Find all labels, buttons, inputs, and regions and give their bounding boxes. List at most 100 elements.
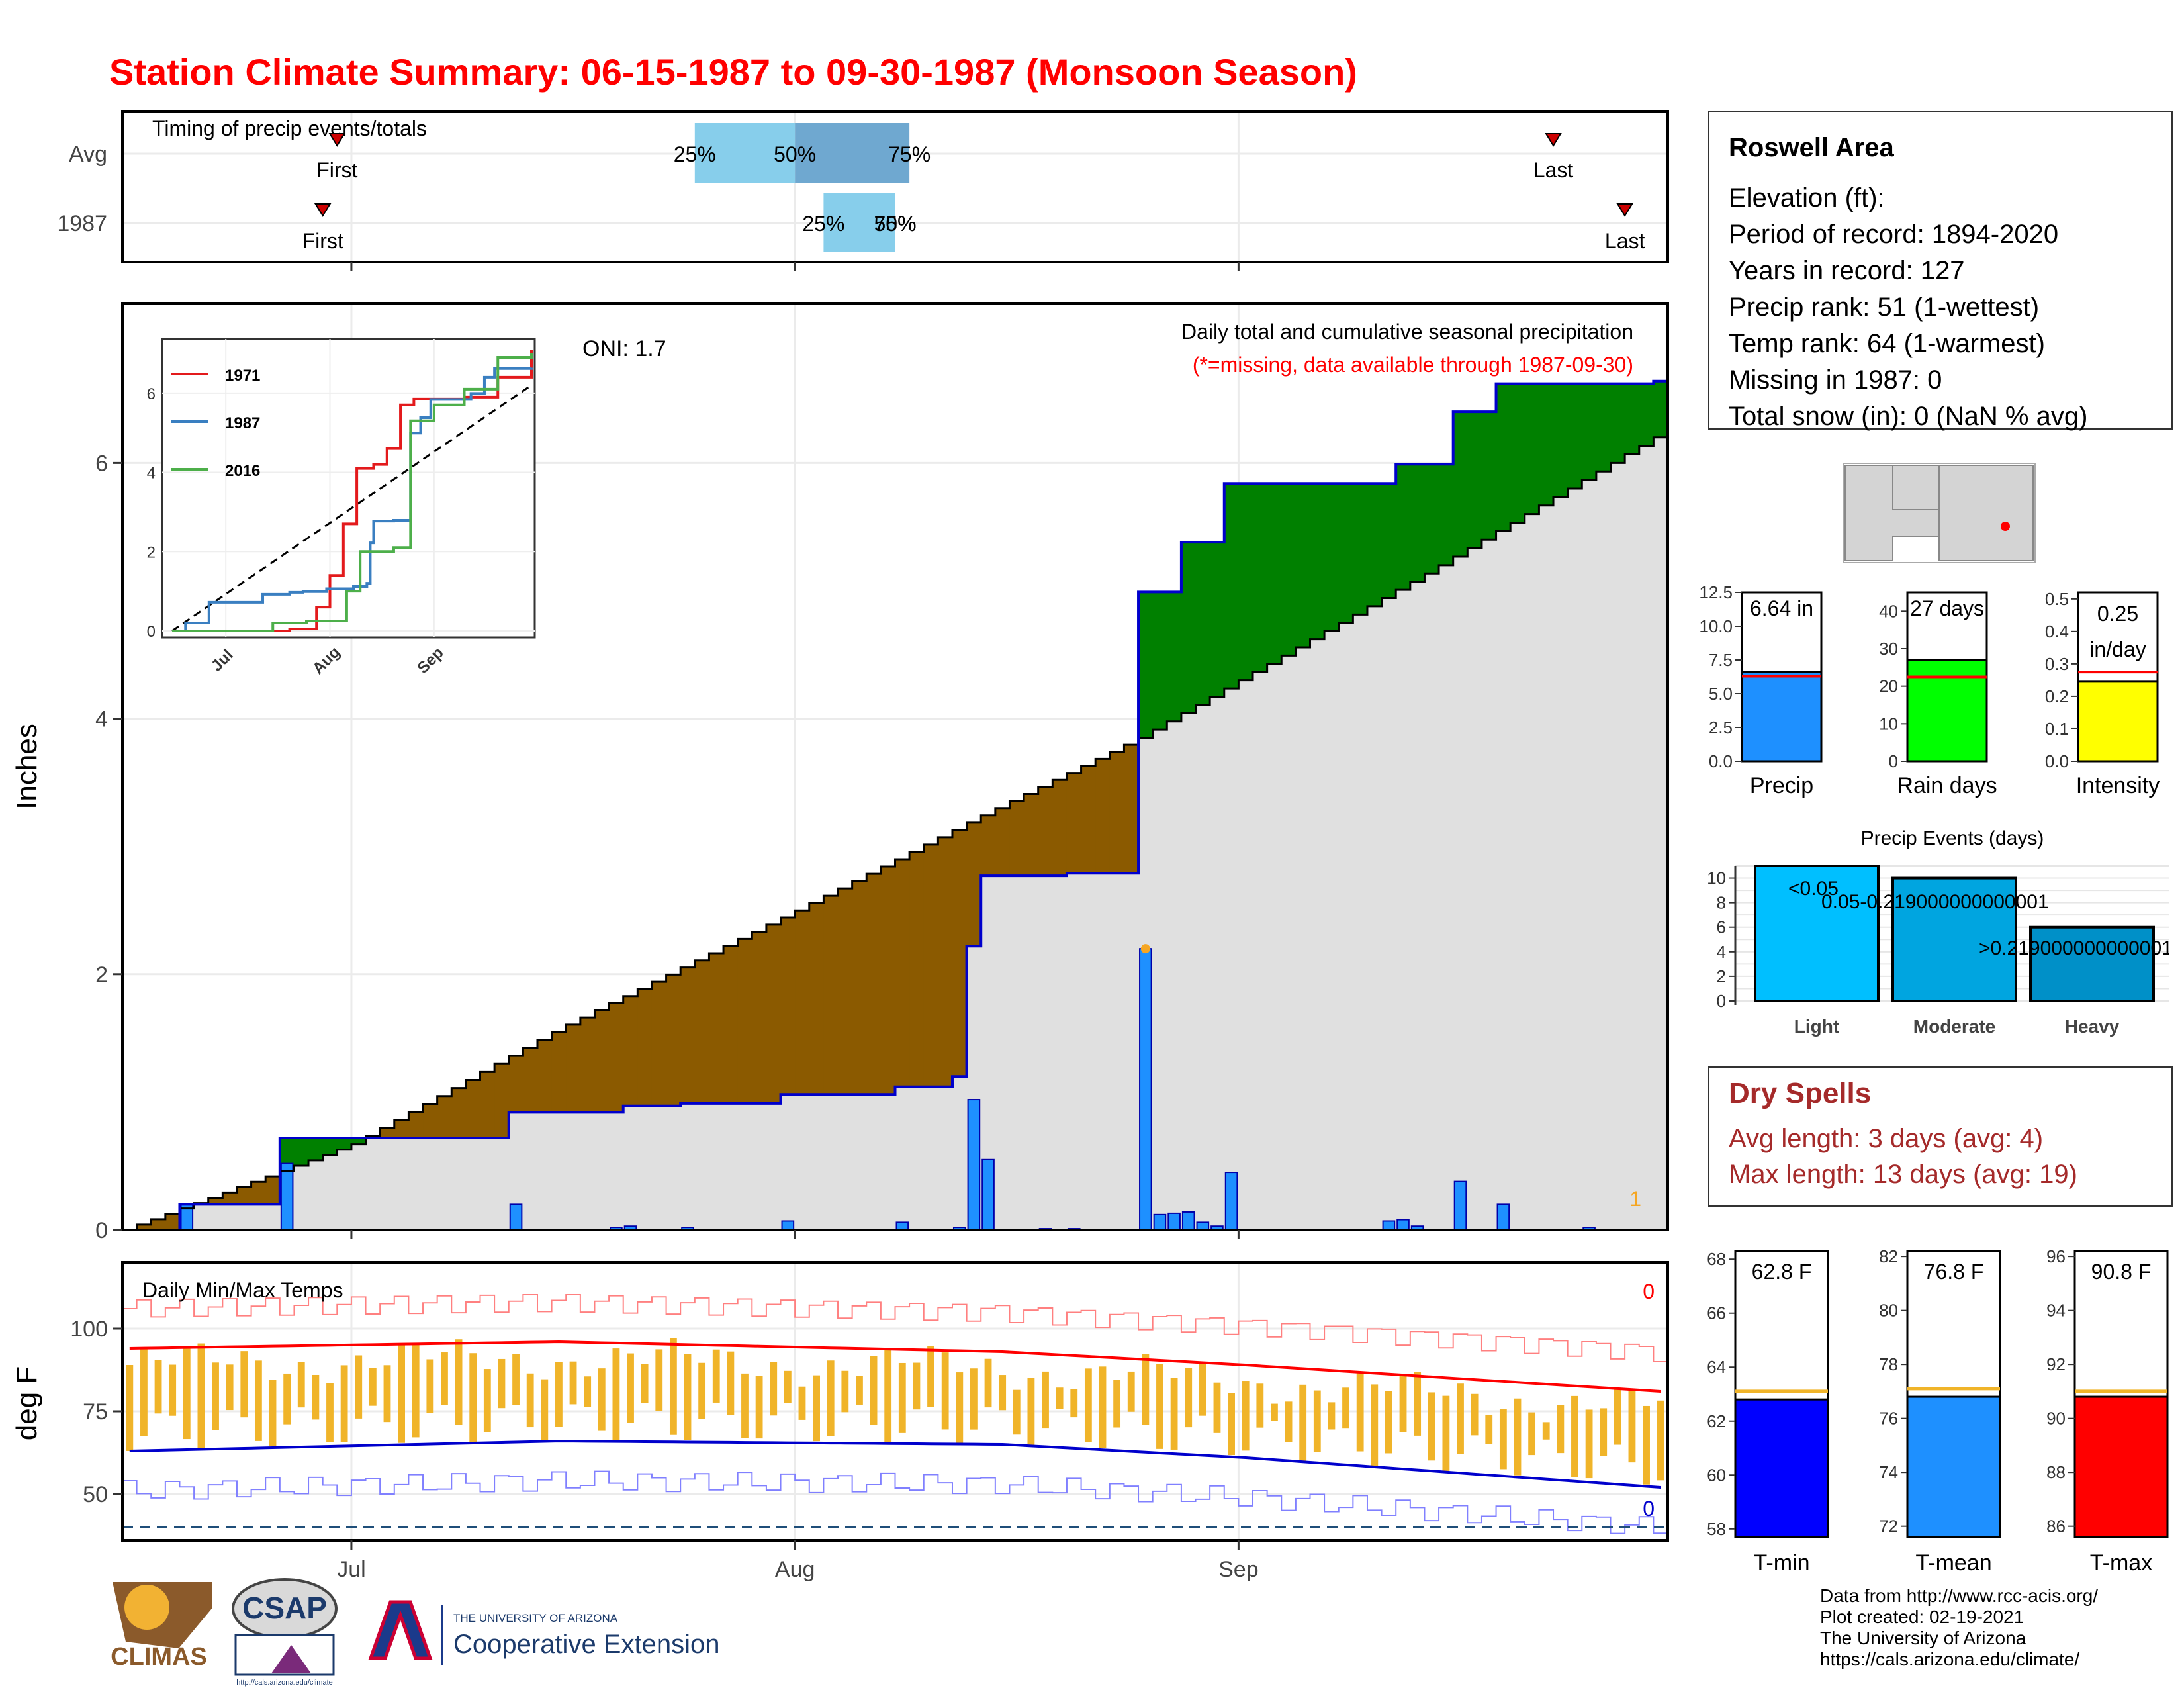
below-average-area [423,1103,438,1138]
below-average-area [236,1187,252,1205]
temp-summary-ytick-label-2-5: 96 [2046,1246,2066,1266]
summary-ytick-label-1-3: 30 [1879,639,1898,659]
station-name: Roswell Area [1729,133,1894,162]
daily-temp-range-bar [183,1346,191,1440]
footer-line-0: Data from http://www.rcc-acis.org/ [1820,1585,2098,1606]
daily-temp-range-bar [1242,1381,1250,1451]
events-bar-label-2: >0.219000000000001 [1979,937,2173,959]
below-average-area [494,1064,510,1138]
daily-temp-range-bar [884,1348,892,1444]
temp-summary-ytick-label-2-3: 92 [2046,1354,2066,1374]
above-average-area [1238,483,1253,680]
summary-ytick-label-1-0: 0 [1889,751,1898,771]
above-average-area [1625,383,1640,455]
daily-temp-range-bar [541,1379,549,1442]
daily-temp-range-bar [512,1354,520,1405]
summary-ytick-label-0-5: 12.5 [1699,583,1733,602]
csap-mountain [271,1645,311,1673]
summary-label-2: Intensity [2076,773,2160,798]
below-average-area [480,1072,495,1138]
above-average-area [308,1137,324,1160]
y1987-last-marker [1616,203,1633,217]
avg-pct-p75: 75% [888,142,931,166]
below-average-area [723,946,739,1103]
daily-precip-bar-24 [1496,1203,1510,1231]
daily-temp-range-bar [1342,1387,1349,1429]
below-average-area [709,953,724,1103]
y1987-pct-p75: 75% [874,212,916,236]
above-average-area [1152,592,1167,730]
below-average-area [938,837,953,1087]
daily-temp-range-bar [169,1364,177,1416]
temp-ylabel: deg F [11,1366,43,1441]
daily-temp-range-bar [841,1370,849,1413]
footer-line-3: https://cals.arizona.edu/climate/ [1820,1649,2079,1669]
average-min-temp-line [129,1439,1661,1489]
precip-panel: 0 2 4 6 Inches ONI: 1.7 Daily total and cum… [11,302,1669,1243]
temp-summary-label-2: T-max [2090,1550,2152,1575]
below-average-area [809,903,824,1095]
below-average-area [151,1219,166,1230]
below-average-area [609,1003,624,1113]
daily-temp-range-bar [1399,1374,1407,1432]
inset-frame [161,338,536,639]
above-average-area [1453,412,1468,557]
daily-temp-range-bar [1299,1384,1307,1462]
below-average-area [752,931,767,1103]
temp-summary-ytick-label-0-0: 58 [1707,1519,1726,1539]
timing-row-avg: Avg [69,142,107,167]
temp-panel-label: Daily Min/Max Temps [142,1278,343,1302]
ua-big-text: Cooperative Extension [453,1630,719,1659]
below-average-area [265,1176,281,1205]
summary-value-2-0: 0.25 [2097,602,2138,626]
above-average-area [1195,542,1210,705]
below-average-area [895,859,910,1087]
station-info-line-1: Period of record: 1894-2020 [1729,220,2058,249]
daily-temp-range-bar [1628,1389,1636,1463]
summary-value-2-1: in/day [2089,637,2146,661]
inset-average-line [171,384,532,632]
daily-temp-range-bar [655,1349,663,1411]
temp-summary-ytick-label-0-2: 62 [1707,1411,1726,1431]
above-average-area [1353,483,1368,615]
daily-temp-range-bar [1170,1378,1178,1450]
above-average-area [1424,464,1439,574]
below-average-area [623,996,638,1106]
temp-summary-ytick-label-0-4: 66 [1707,1303,1726,1323]
temp-summary-ytick-label-0-5: 68 [1707,1249,1726,1269]
daily-temp-range-bar [1070,1389,1078,1418]
events-ytick-label-0: 0 [1717,991,1726,1011]
precip-frame [121,302,1669,1231]
record-high-line [122,1293,1668,1362]
below-average-area [537,1039,553,1113]
temp-summary-value-2: 90.8 F [2091,1260,2152,1284]
daily-temp-range-bar [1056,1387,1064,1409]
y1987-first-marker [314,203,332,217]
month-label-sep: Sep [1218,1557,1259,1582]
climas-logo-sun [124,1585,169,1630]
temp-summary-ytick-label-2-2: 90 [2046,1409,2066,1429]
timing-row-year: 1987 [57,211,107,236]
daily-temp-range-bar [741,1373,749,1439]
precip-missing-note: (*=missing, data available through 1987-… [1193,353,1633,377]
precip-ytick-label-3: 6 [95,451,108,476]
record-low-count: 0 [1643,1497,1655,1521]
daily-temp-range-bar [827,1360,835,1436]
inset-ytick-label-2: 4 [147,465,156,483]
station-info-line-4: Temp rank: 64 (1-warmest) [1729,329,2045,358]
daily-precip-bar-23 [1453,1180,1467,1231]
below-average-area [394,1120,410,1138]
events-ytick-label-4: 8 [1717,893,1726,913]
ua-a-mark [368,1600,433,1660]
daily-temp-range-bar [984,1358,992,1408]
daily-temp-range-bar [355,1355,363,1419]
above-average-area [1567,383,1582,489]
daily-temp-range-bar [1084,1368,1092,1442]
daily-temp-range-bar [569,1361,577,1405]
daily-temp-range-bar [1027,1378,1035,1446]
avg-pct-p50: 50% [774,142,816,166]
above-average-area [1467,412,1482,549]
summary-ytick-label-0-2: 5.0 [1709,684,1733,704]
summary-bar-1 [1906,659,1988,763]
daily-precip-bar-20 [1382,1220,1396,1231]
